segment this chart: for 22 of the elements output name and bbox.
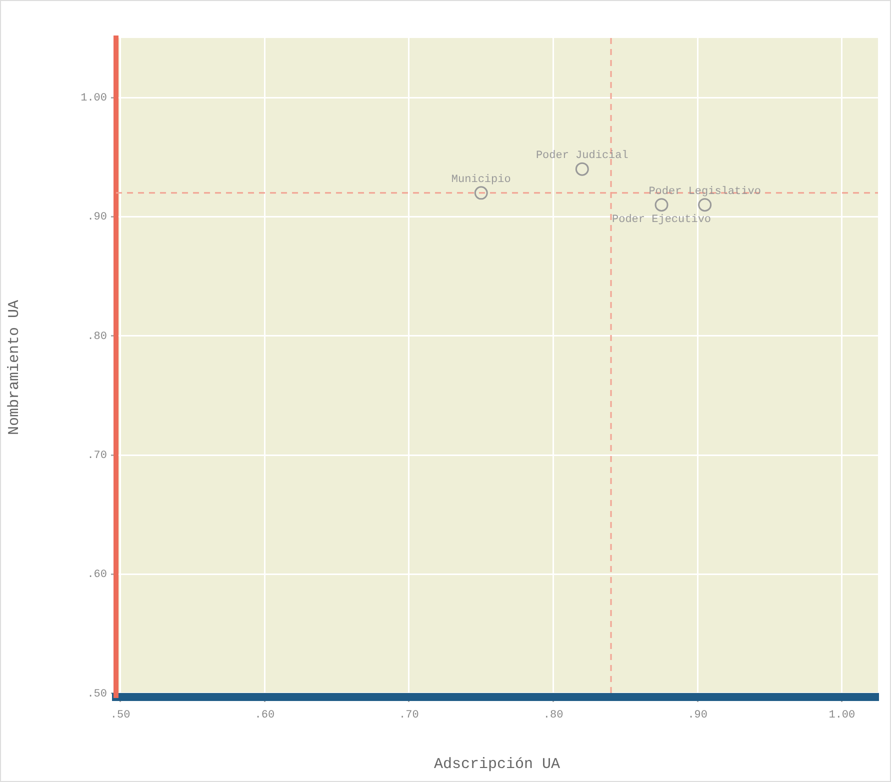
- x-axis-title: Adscripción UA: [434, 756, 560, 773]
- point: [654, 198, 668, 212]
- series-label: Poder Legislativo: [648, 186, 761, 198]
- y-tick-label: 1.00: [80, 92, 107, 104]
- point: [474, 186, 488, 200]
- x-tick-label: .50: [110, 710, 130, 722]
- x-tick-label: 1.00: [828, 710, 856, 722]
- y-tick-label: .50: [87, 688, 107, 700]
- y-tick-label: .90: [87, 212, 107, 224]
- x-tick-label: .70: [399, 710, 419, 722]
- x-tick-label: .90: [688, 710, 708, 722]
- point: [575, 162, 589, 176]
- y-tick-label: .60: [87, 569, 107, 582]
- x-tick-label: .60: [254, 710, 275, 722]
- y-tick-label: .70: [87, 450, 107, 462]
- series-label: Municipio: [451, 174, 511, 186]
- x-tick-label: .80: [543, 710, 564, 722]
- y-axis-title: Nombramiento UA: [6, 300, 23, 436]
- series-label: Poder Judicial: [536, 150, 628, 162]
- point: [698, 198, 712, 212]
- y-tick-label: .80: [87, 330, 107, 343]
- series-label: Poder Ejecutivo: [612, 214, 712, 226]
